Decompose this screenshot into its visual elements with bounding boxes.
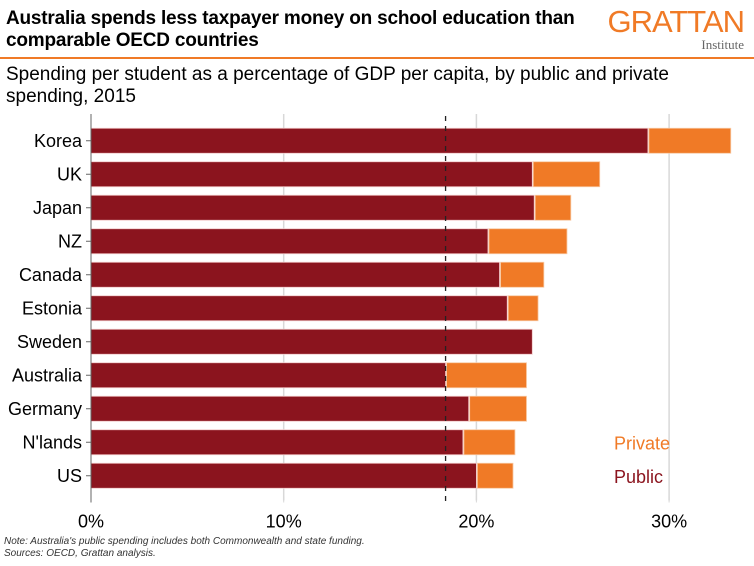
bar-chart: 0% 10% 20% 30% Korea UK Japan NZ Canada Estonia Sw… [8, 114, 732, 530]
chart-subtitle: Spending per student as a percentage of … [6, 64, 669, 107]
legend-private: Private [614, 433, 670, 453]
bar-public [90, 161, 533, 188]
bar-private [534, 194, 572, 221]
bar-public [90, 261, 500, 288]
bar-public [90, 462, 477, 489]
bar-public [90, 295, 508, 322]
x-tick-label: 30% [651, 512, 687, 531]
bar-private [500, 261, 545, 288]
axes [86, 114, 670, 505]
bar-public [90, 429, 464, 456]
logo-wordmark: GRATTAN [607, 4, 745, 39]
y-tick-label: Estonia [22, 298, 83, 318]
bar-private [446, 362, 527, 389]
y-tick-label: Sweden [17, 332, 82, 352]
logo-subtext: Institute [701, 37, 744, 52]
y-tick-label: Germany [8, 399, 82, 419]
labels: 0% 10% 20% 30% Korea UK Japan NZ Canada Estonia Sw… [8, 131, 687, 530]
note-text: Note: Australia's public spending includ… [4, 536, 365, 547]
bar-public [90, 362, 446, 389]
bar-private [469, 395, 527, 422]
sources-text: Sources: OECD, Grattan analysis. [4, 548, 156, 559]
legend-public: Public [614, 467, 663, 487]
bar-private [488, 228, 568, 255]
bar-public [90, 328, 533, 355]
y-tick-label: NZ [58, 231, 82, 251]
chart-title: Australia spends less taxpayer money on … [6, 8, 575, 51]
y-tick-label: Korea [34, 131, 83, 151]
y-tick-label: N'lands [23, 432, 82, 452]
footnote: Note: Australia's public spending includ… [4, 536, 365, 560]
x-tick-label: 10% [266, 512, 302, 531]
x-tick-label: 20% [458, 512, 494, 531]
bar-private [476, 462, 514, 489]
bar-private [648, 127, 732, 154]
bar-public [90, 395, 470, 422]
y-tick-label: Australia [12, 365, 83, 385]
y-tick-label: Japan [33, 198, 82, 218]
bar-private [507, 295, 539, 322]
y-tick-label: UK [57, 164, 82, 184]
bar-public [90, 127, 649, 154]
bars [90, 127, 732, 489]
x-tick-label: 0% [78, 512, 104, 531]
bar-private [463, 429, 516, 456]
grattan-logo: GRATTAN Institute [607, 4, 745, 52]
bar-public [90, 228, 489, 255]
bar-public [90, 194, 535, 221]
y-tick-label: Canada [19, 265, 83, 285]
header-divider [0, 57, 754, 59]
bar-private [532, 161, 601, 188]
y-tick-label: US [57, 466, 82, 486]
